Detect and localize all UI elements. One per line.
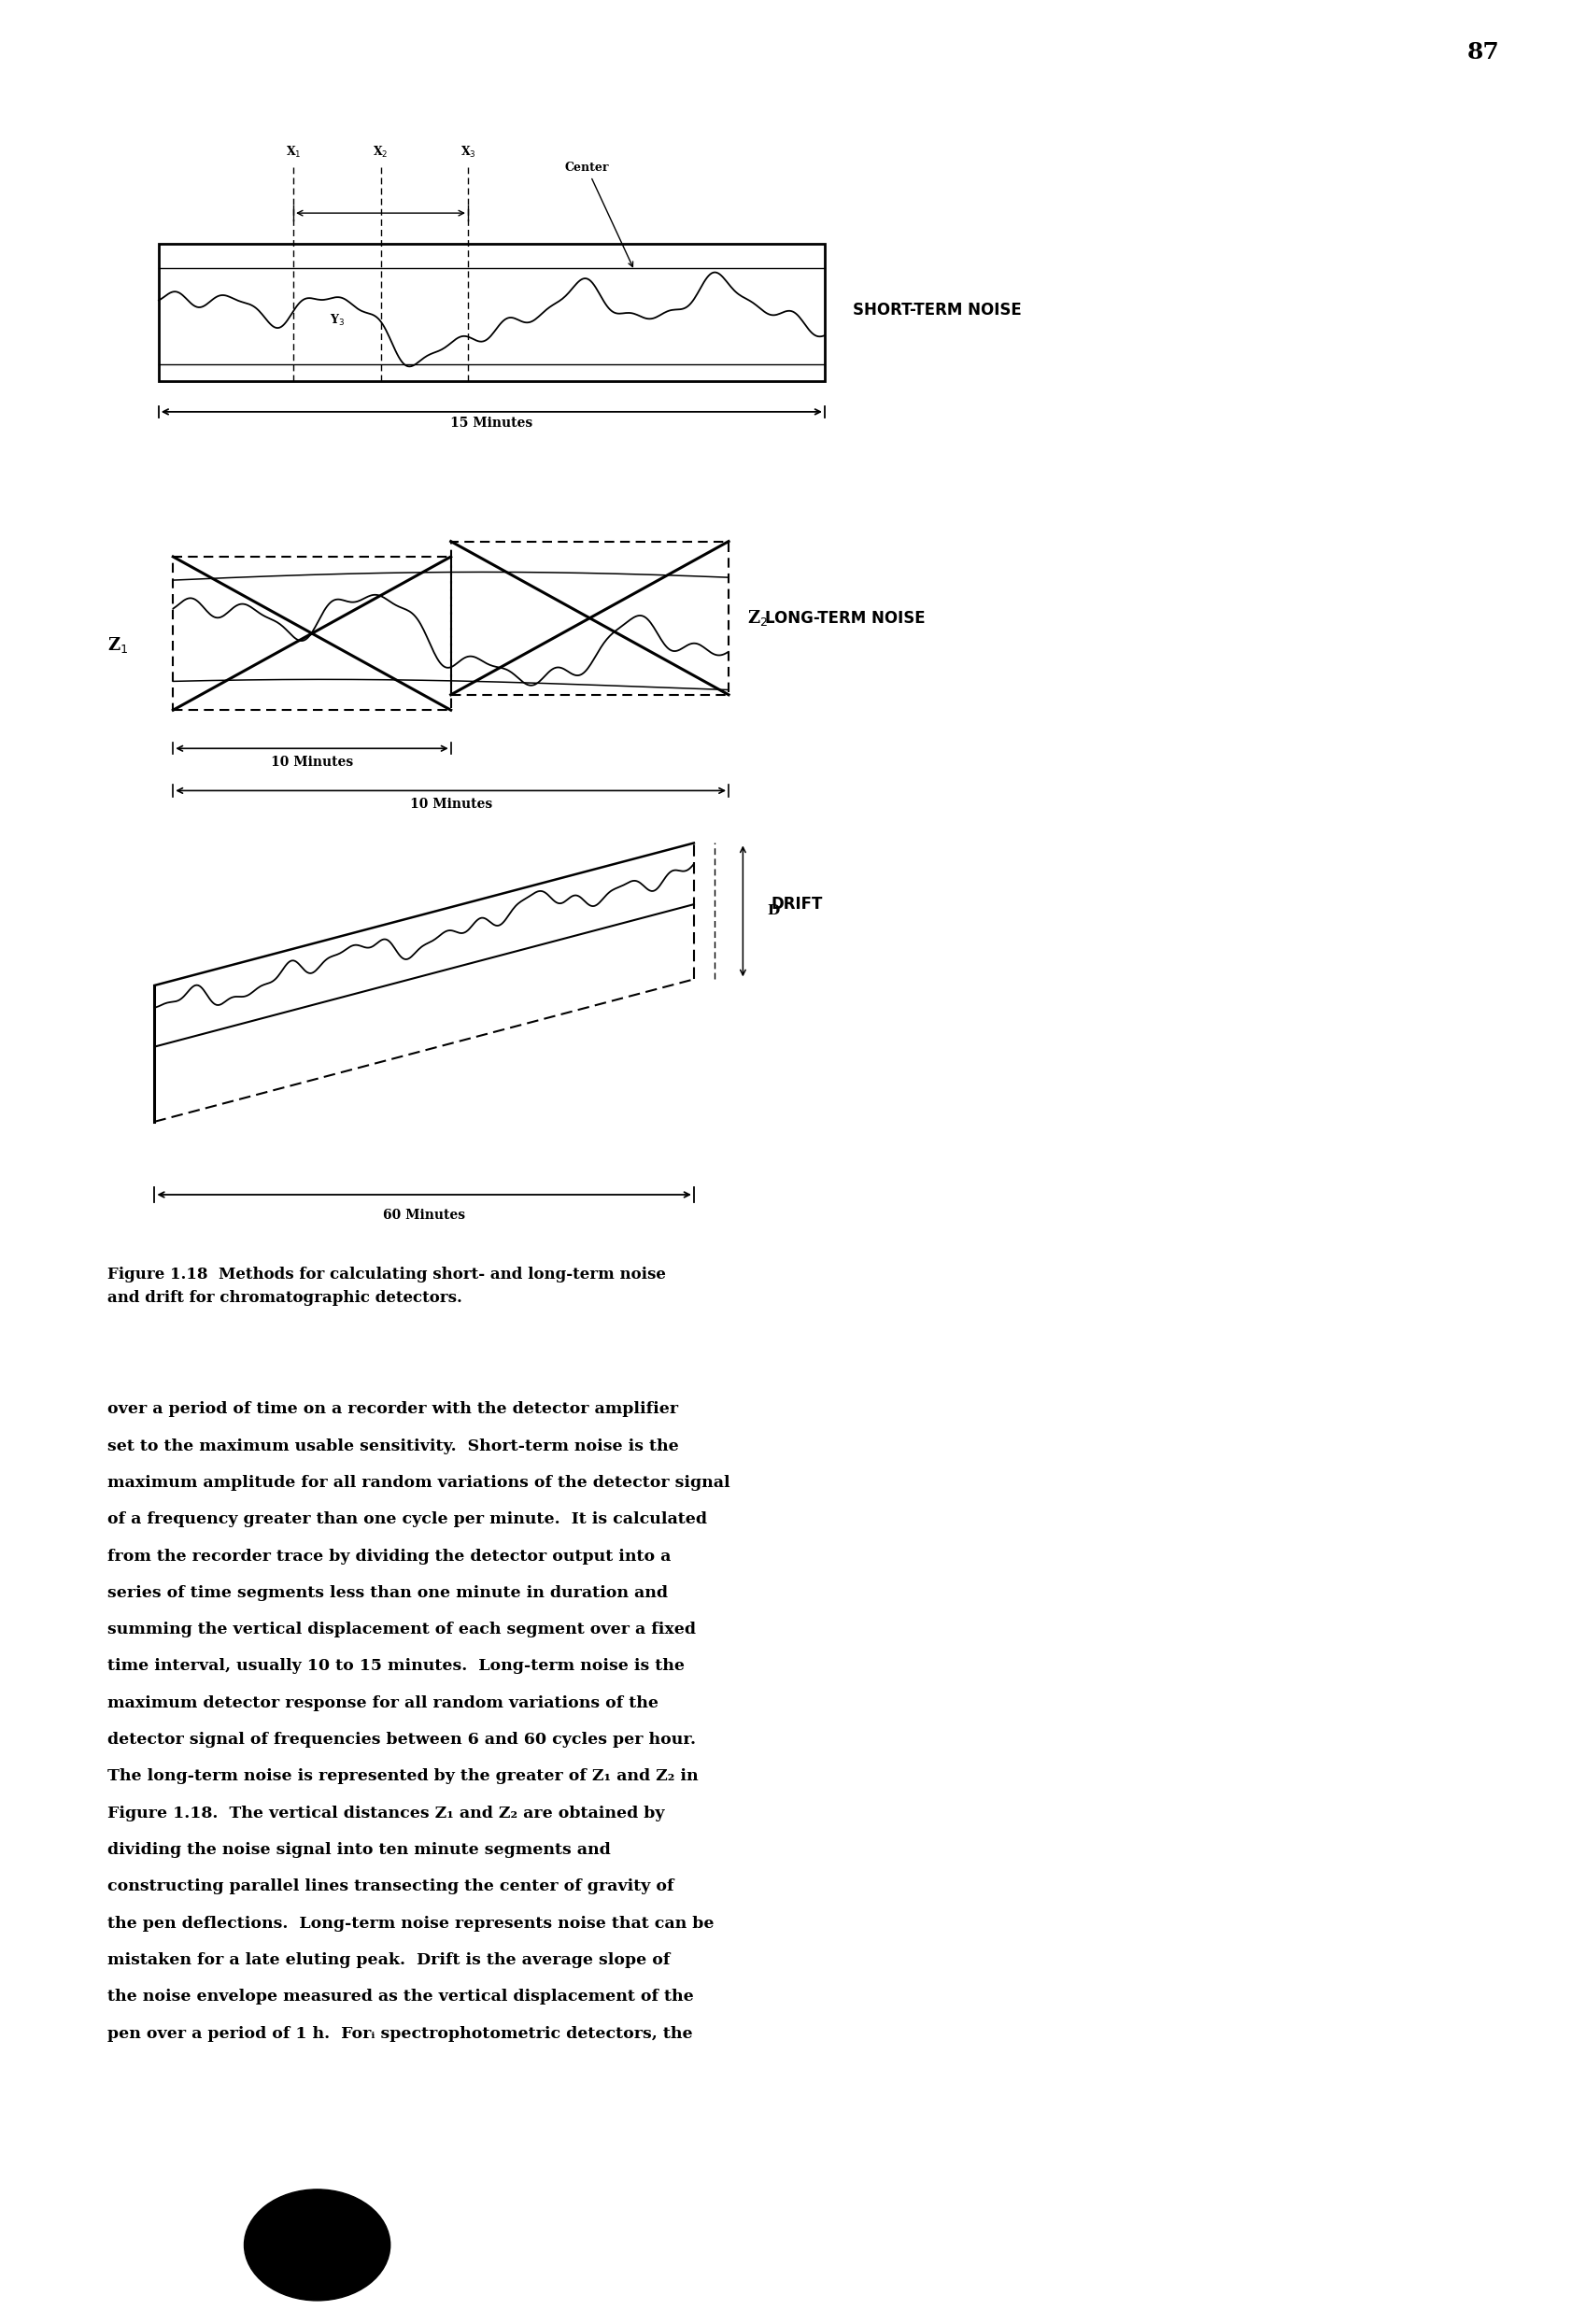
Text: the noise envelope measured as the vertical displacement of the: the noise envelope measured as the verti… <box>108 1989 695 2006</box>
Text: set to the maximum usable sensitivity.  Short-term noise is the: set to the maximum usable sensitivity. S… <box>108 1439 679 1455</box>
Text: D: D <box>768 904 780 918</box>
Bar <box>173 558 450 711</box>
Text: time interval, usually 10 to 15 minutes.  Long-term noise is the: time interval, usually 10 to 15 minutes.… <box>108 1659 685 1673</box>
Text: Y$_3$: Y$_3$ <box>330 314 344 328</box>
Text: DRIFT: DRIFT <box>771 897 823 913</box>
Text: maximum detector response for all random variations of the: maximum detector response for all random… <box>108 1694 658 1710</box>
Text: pen over a period of 1 h.  Forᵢ spectrophotometric detectors, the: pen over a period of 1 h. Forᵢ spectroph… <box>108 2027 693 2040</box>
Text: detector signal of frequencies between 6 and 60 cycles per hour.: detector signal of frequencies between 6… <box>108 1731 696 1748</box>
Text: series of time segments less than one minute in duration and: series of time segments less than one mi… <box>108 1585 668 1601</box>
Text: maximum amplitude for all random variations of the detector signal: maximum amplitude for all random variati… <box>108 1476 731 1490</box>
Text: X$_3$: X$_3$ <box>460 144 476 160</box>
Text: X$_2$: X$_2$ <box>373 144 389 160</box>
Text: Z$_2$: Z$_2$ <box>747 609 768 627</box>
Text: Figure 1.18  Methods for calculating short- and long-term noise
and drift for ch: Figure 1.18 Methods for calculating shor… <box>108 1267 666 1306</box>
Text: summing the vertical displacement of each segment over a fixed: summing the vertical displacement of eac… <box>108 1622 696 1638</box>
Text: Z$_1$: Z$_1$ <box>108 634 128 655</box>
Text: of a frequency greater than one cycle per minute.  It is calculated: of a frequency greater than one cycle pe… <box>108 1511 707 1527</box>
Circle shape <box>244 2189 390 2301</box>
Text: LONG-TERM NOISE: LONG-TERM NOISE <box>764 609 926 627</box>
Bar <box>159 244 825 381</box>
Text: constructing parallel lines transecting the center of gravity of: constructing parallel lines transecting … <box>108 1878 674 1894</box>
Text: 10 Minutes: 10 Minutes <box>409 797 492 811</box>
Text: The long-term noise is represented by the greater of Z₁ and Z₂ in: The long-term noise is represented by th… <box>108 1769 699 1785</box>
Bar <box>450 541 728 695</box>
Text: from the recorder trace by dividing the detector output into a: from the recorder trace by dividing the … <box>108 1548 671 1564</box>
Text: 60 Minutes: 60 Minutes <box>384 1208 465 1222</box>
Text: 10 Minutes: 10 Minutes <box>271 755 354 769</box>
Text: 15 Minutes: 15 Minutes <box>450 416 533 430</box>
Text: mistaken for a late eluting peak.  Drift is the average slope of: mistaken for a late eluting peak. Drift … <box>108 1952 671 1968</box>
Text: over a period of time on a recorder with the detector amplifier: over a period of time on a recorder with… <box>108 1401 679 1418</box>
Text: Center: Center <box>565 163 633 267</box>
Text: SHORT-TERM NOISE: SHORT-TERM NOISE <box>853 302 1021 318</box>
Text: the pen deflections.  Long-term noise represents noise that can be: the pen deflections. Long-term noise rep… <box>108 1915 715 1931</box>
Text: Figure 1.18.  The vertical distances Z₁ and Z₂ are obtained by: Figure 1.18. The vertical distances Z₁ a… <box>108 1806 665 1822</box>
Text: dividing the noise signal into ten minute segments and: dividing the noise signal into ten minut… <box>108 1843 611 1857</box>
Text: X$_1$: X$_1$ <box>285 144 301 160</box>
Text: 87: 87 <box>1467 42 1499 65</box>
